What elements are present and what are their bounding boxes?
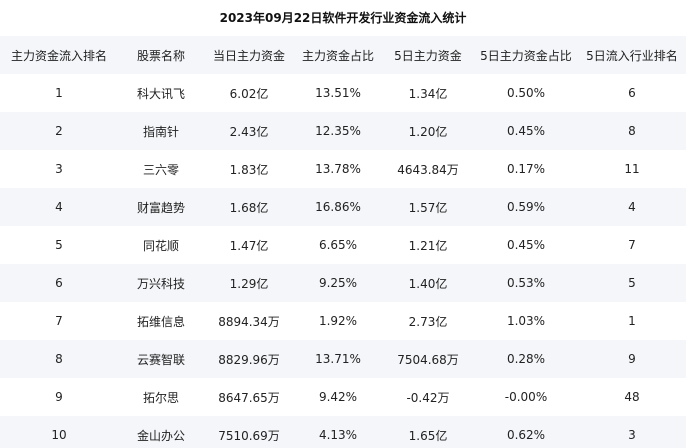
- stock-name-cell: 财富趋势: [118, 188, 204, 226]
- rank-cell: 5: [0, 226, 118, 264]
- five-day-industry-rank-cell: 8: [578, 112, 686, 150]
- col-header-rank: 主力资金流入排名: [0, 36, 118, 74]
- col-header-5day-main-funds: 5日主力资金: [382, 36, 474, 74]
- daily-main-funds-cell: 2.43亿: [204, 112, 294, 150]
- rank-cell: 8: [0, 340, 118, 378]
- five-day-ratio-cell: 0.45%: [474, 226, 578, 264]
- table-row: 4 财富趋势 1.68亿 16.86% 1.57亿 0.59% 4: [0, 188, 686, 226]
- five-day-ratio-cell: 0.53%: [474, 264, 578, 302]
- stock-name-cell: 金山办公: [118, 416, 204, 448]
- five-day-main-funds-cell: 7504.68万: [382, 340, 474, 378]
- table-title: 2023年09月22日软件开发行业资金流入统计: [219, 11, 467, 25]
- main-funds-ratio-cell: 16.86%: [294, 188, 382, 226]
- five-day-ratio-cell: -0.00%: [474, 378, 578, 416]
- table-row: 9 拓尔思 8647.65万 9.42% -0.42万 -0.00% 48: [0, 378, 686, 416]
- rank-cell: 7: [0, 302, 118, 340]
- main-funds-ratio-cell: 13.78%: [294, 150, 382, 188]
- daily-main-funds-cell: 1.47亿: [204, 226, 294, 264]
- rank-cell: 2: [0, 112, 118, 150]
- col-header-5day-main-funds-ratio: 5日主力资金占比: [474, 36, 578, 74]
- col-header-5day-industry-rank: 5日流入行业排名: [578, 36, 686, 74]
- five-day-industry-rank-cell: 6: [578, 74, 686, 112]
- daily-main-funds-cell: 1.29亿: [204, 264, 294, 302]
- table-row: 7 拓维信息 8894.34万 1.92% 2.73亿 1.03% 1: [0, 302, 686, 340]
- five-day-industry-rank-cell: 11: [578, 150, 686, 188]
- rank-cell: 9: [0, 378, 118, 416]
- five-day-industry-rank-cell: 9: [578, 340, 686, 378]
- five-day-ratio-cell: 0.59%: [474, 188, 578, 226]
- five-day-ratio-cell: 0.17%: [474, 150, 578, 188]
- stock-name-cell: 云赛智联: [118, 340, 204, 378]
- five-day-industry-rank-cell: 5: [578, 264, 686, 302]
- main-funds-ratio-cell: 6.65%: [294, 226, 382, 264]
- daily-main-funds-cell: 1.68亿: [204, 188, 294, 226]
- stock-name-cell: 指南针: [118, 112, 204, 150]
- five-day-ratio-cell: 0.28%: [474, 340, 578, 378]
- table-row: 6 万兴科技 1.29亿 9.25% 1.40亿 0.53% 5: [0, 264, 686, 302]
- main-funds-ratio-cell: 13.51%: [294, 74, 382, 112]
- five-day-main-funds-cell: 1.21亿: [382, 226, 474, 264]
- stock-name-cell: 科大讯飞: [118, 74, 204, 112]
- main-funds-ratio-cell: 12.35%: [294, 112, 382, 150]
- five-day-industry-rank-cell: 48: [578, 378, 686, 416]
- five-day-main-funds-cell: 1.57亿: [382, 188, 474, 226]
- daily-main-funds-cell: 6.02亿: [204, 74, 294, 112]
- five-day-industry-rank-cell: 4: [578, 188, 686, 226]
- col-header-stock-name: 股票名称: [118, 36, 204, 74]
- five-day-main-funds-cell: 1.20亿: [382, 112, 474, 150]
- stock-name-cell: 拓维信息: [118, 302, 204, 340]
- five-day-ratio-cell: 0.50%: [474, 74, 578, 112]
- five-day-main-funds-cell: -0.42万: [382, 378, 474, 416]
- daily-main-funds-cell: 1.83亿: [204, 150, 294, 188]
- daily-main-funds-cell: 8894.34万: [204, 302, 294, 340]
- stock-name-cell: 万兴科技: [118, 264, 204, 302]
- five-day-ratio-cell: 0.45%: [474, 112, 578, 150]
- table-body: 1 科大讯飞 6.02亿 13.51% 1.34亿 0.50% 6 2 指南针 2.43亿 12.3…: [0, 74, 686, 448]
- col-header-main-funds-ratio: 主力资金占比: [294, 36, 382, 74]
- table-row: 3 三六零 1.83亿 13.78% 4643.84万 0.17% 11: [0, 150, 686, 188]
- daily-main-funds-cell: 8829.96万: [204, 340, 294, 378]
- five-day-ratio-cell: 0.62%: [474, 416, 578, 448]
- five-day-industry-rank-cell: 7: [578, 226, 686, 264]
- five-day-main-funds-cell: 1.65亿: [382, 416, 474, 448]
- five-day-industry-rank-cell: 1: [578, 302, 686, 340]
- five-day-main-funds-cell: 2.73亿: [382, 302, 474, 340]
- stock-name-cell: 拓尔思: [118, 378, 204, 416]
- stock-name-cell: 同花顺: [118, 226, 204, 264]
- table-row: 10 金山办公 7510.69万 4.13% 1.65亿 0.62% 3: [0, 416, 686, 448]
- five-day-main-funds-cell: 1.34亿: [382, 74, 474, 112]
- main-funds-ratio-cell: 4.13%: [294, 416, 382, 448]
- table-row: 5 同花顺 1.47亿 6.65% 1.21亿 0.45% 7: [0, 226, 686, 264]
- table-row: 8 云赛智联 8829.96万 13.71% 7504.68万 0.28% 9: [0, 340, 686, 378]
- daily-main-funds-cell: 8647.65万: [204, 378, 294, 416]
- rank-cell: 10: [0, 416, 118, 448]
- rank-cell: 1: [0, 74, 118, 112]
- fund-flow-table: 主力资金流入排名 股票名称 当日主力资金 主力资金占比 5日主力资金 5日主力资…: [0, 36, 686, 448]
- stock-name-cell: 三六零: [118, 150, 204, 188]
- five-day-main-funds-cell: 1.40亿: [382, 264, 474, 302]
- table-row: 2 指南针 2.43亿 12.35% 1.20亿 0.45% 8: [0, 112, 686, 150]
- rank-cell: 4: [0, 188, 118, 226]
- table-row: 1 科大讯飞 6.02亿 13.51% 1.34亿 0.50% 6: [0, 74, 686, 112]
- five-day-main-funds-cell: 4643.84万: [382, 150, 474, 188]
- table-header: 主力资金流入排名 股票名称 当日主力资金 主力资金占比 5日主力资金 5日主力资…: [0, 36, 686, 74]
- five-day-industry-rank-cell: 3: [578, 416, 686, 448]
- main-funds-ratio-cell: 9.25%: [294, 264, 382, 302]
- daily-main-funds-cell: 7510.69万: [204, 416, 294, 448]
- main-funds-ratio-cell: 13.71%: [294, 340, 382, 378]
- rank-cell: 3: [0, 150, 118, 188]
- main-funds-ratio-cell: 1.92%: [294, 302, 382, 340]
- main-funds-ratio-cell: 9.42%: [294, 378, 382, 416]
- col-header-daily-main-funds: 当日主力资金: [204, 36, 294, 74]
- rank-cell: 6: [0, 264, 118, 302]
- header-row: 主力资金流入排名 股票名称 当日主力资金 主力资金占比 5日主力资金 5日主力资…: [0, 36, 686, 74]
- five-day-ratio-cell: 1.03%: [474, 302, 578, 340]
